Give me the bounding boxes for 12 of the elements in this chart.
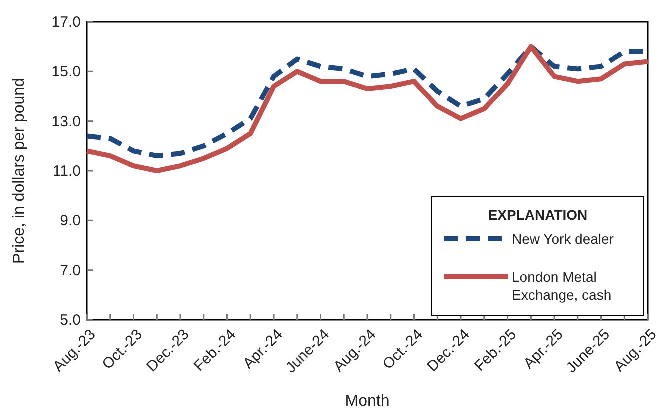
legend-label: New York dealer xyxy=(512,231,614,247)
x-axis-title: Month xyxy=(345,393,390,410)
y-tick-label: 5.0 xyxy=(60,312,81,329)
legend-title: EXPLANATION xyxy=(488,207,588,223)
y-tick-label: 9.0 xyxy=(60,212,81,230)
y-tick-label: 11.0 xyxy=(52,163,81,180)
y-tick-label: 15.0 xyxy=(52,64,81,81)
y-axis-title: Price, in dollars per pound xyxy=(11,78,28,264)
y-tick-label: 7.0 xyxy=(60,262,81,280)
legend-label: London Metal Exchange, cash xyxy=(512,269,612,303)
y-tick-label: 13.0 xyxy=(52,113,81,130)
y-tick-label: 17.0 xyxy=(52,14,81,31)
